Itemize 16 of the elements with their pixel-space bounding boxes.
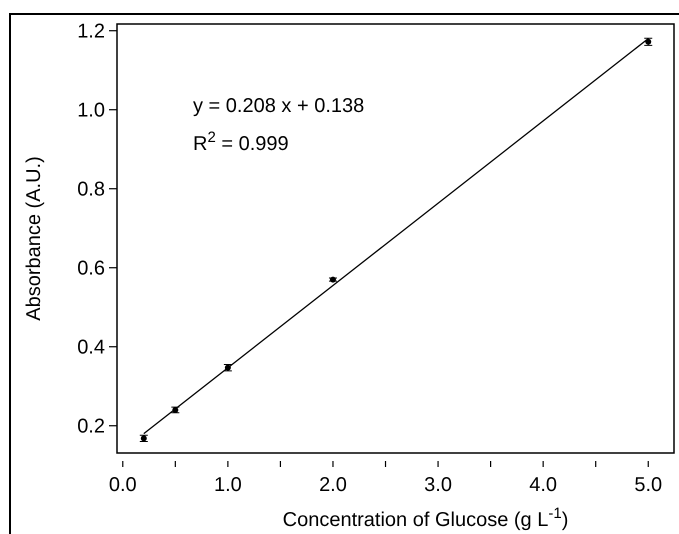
y-tick-label: 0.4 xyxy=(77,336,105,359)
annotation: y = 0.208 x + 0.138 xyxy=(193,95,364,117)
y-tick-label: 1.0 xyxy=(77,100,105,122)
x-tick-label: 3.0 xyxy=(424,474,452,496)
x-tick-label: 4.0 xyxy=(529,474,558,496)
y-tick-label: 0.2 xyxy=(77,416,105,438)
y-tick-label: 1.2 xyxy=(77,20,105,43)
y-tick-label: 0.6 xyxy=(77,258,105,280)
y-axis-title: Absorbance (A.U.) xyxy=(23,156,45,321)
x-tick-label: 1.0 xyxy=(214,474,242,496)
x-tick-label: 5.0 xyxy=(634,474,662,496)
y-tick-label: 0.8 xyxy=(77,178,105,201)
x-tick-label: 0.0 xyxy=(108,474,137,496)
annotation: R$^{2}$ = 0.999 xyxy=(193,128,289,155)
x-tick-label: 2.0 xyxy=(319,474,347,496)
x-axis-title: Concentration of Glucose (g L$^{-1}$) xyxy=(282,504,568,531)
